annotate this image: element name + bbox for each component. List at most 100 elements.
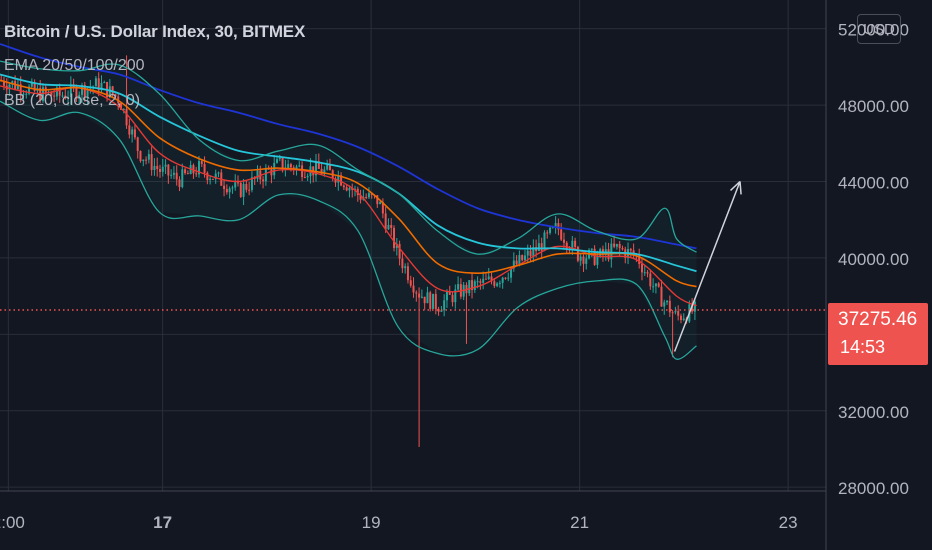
candle-body (437, 309, 440, 312)
candle-body (256, 170, 259, 179)
candle-body (557, 223, 560, 230)
candle-body (654, 283, 657, 287)
candle-body (415, 292, 418, 294)
x-tick-label: 23 (779, 513, 798, 532)
candle-body (25, 93, 28, 95)
candle-body (418, 293, 421, 298)
current-price-value: 37275.46 (838, 309, 918, 330)
candle-body (390, 224, 393, 228)
bollinger-band-fill (0, 61, 697, 360)
candle-body (250, 177, 253, 190)
candle-body (328, 164, 331, 171)
candle-body (161, 166, 164, 172)
candle-body (301, 165, 304, 178)
y-axis-labels[interactable]: 52000.00 48000.00 44000.00 40000.00 32000.00… (838, 21, 909, 499)
candle-body (94, 78, 97, 87)
candle-body (537, 243, 540, 252)
candle-body (211, 178, 214, 180)
x-axis-labels[interactable]: 2:00 17 19 21 23 (0, 513, 798, 532)
candle-body (521, 255, 524, 261)
candle-body (264, 168, 267, 182)
candle-body (206, 172, 209, 181)
candle-body (50, 91, 53, 96)
candle-body (487, 276, 490, 280)
candle-body (11, 81, 14, 85)
candle-body (245, 183, 248, 190)
candle-body (237, 182, 240, 184)
candle-body (337, 175, 340, 183)
candle-body (682, 318, 685, 321)
candle-body (203, 164, 206, 173)
candle-body (167, 164, 170, 176)
candle-body (420, 296, 423, 298)
ema-200-line (0, 43, 697, 250)
candle-body (457, 284, 460, 290)
candle-body (320, 168, 323, 175)
candle-body (276, 159, 279, 163)
candle-body (429, 292, 432, 309)
candle-body (451, 294, 454, 303)
candle-body (30, 82, 33, 87)
candle-body (660, 286, 663, 307)
ema-indicator-legend[interactable]: EMA 20/50/100/200 (4, 57, 145, 74)
candle-body (125, 108, 128, 126)
candle-body (440, 310, 443, 312)
candle-body (114, 94, 117, 97)
candle-body (136, 137, 139, 151)
candle-body (214, 173, 217, 180)
candle-body (484, 278, 487, 280)
ema-100-line (0, 73, 697, 273)
candle-body (334, 178, 337, 183)
candle-body (412, 285, 415, 293)
candle-body (8, 84, 11, 90)
candle-body (80, 85, 83, 95)
candle-body (468, 280, 471, 294)
candle-body (133, 129, 136, 138)
candle-body (195, 173, 198, 175)
candle-body (473, 281, 476, 290)
candle-body (22, 93, 25, 95)
candle-body (512, 260, 515, 269)
candle-body (75, 87, 78, 99)
currency-button[interactable]: USD (857, 14, 901, 44)
candle-body (69, 84, 72, 98)
candle-body (186, 173, 189, 175)
candle-body (58, 87, 61, 96)
candle-body (496, 283, 499, 286)
axes (0, 0, 827, 550)
candle-body (242, 183, 245, 197)
candle-body (2, 80, 5, 86)
candle-body (507, 277, 510, 279)
candle-body (498, 282, 501, 284)
candle-body (543, 232, 546, 251)
candle-body (287, 164, 290, 169)
candle-body (100, 82, 103, 91)
candle-body (128, 125, 131, 135)
candle-body (345, 187, 348, 191)
candle-body (652, 286, 655, 288)
candle-body (618, 243, 621, 249)
candle-body (565, 242, 568, 249)
candle-body (445, 291, 448, 301)
bollinger-band-area (0, 61, 697, 360)
x-tick-label: 2:00 (0, 513, 25, 532)
candle-body (510, 268, 513, 278)
candle-body (540, 243, 543, 251)
trend-arrow-head (739, 181, 742, 195)
candle-body (365, 197, 368, 199)
candle-body (172, 172, 175, 175)
bb-indicator-legend[interactable]: BB (20, close, 2, 0) (4, 92, 141, 109)
candle-body (86, 88, 89, 97)
candle-body (78, 94, 81, 99)
trend-arrow-drawing[interactable] (673, 180, 742, 352)
candle-body (122, 108, 125, 110)
candle-body (147, 154, 150, 160)
candle-body (629, 249, 632, 251)
candle-body (671, 312, 674, 314)
y-tick-label: 48000.00 (838, 97, 909, 116)
candle-body (97, 78, 100, 91)
candle-body (178, 179, 181, 188)
candle-body (376, 195, 379, 205)
candle-body (423, 296, 426, 304)
